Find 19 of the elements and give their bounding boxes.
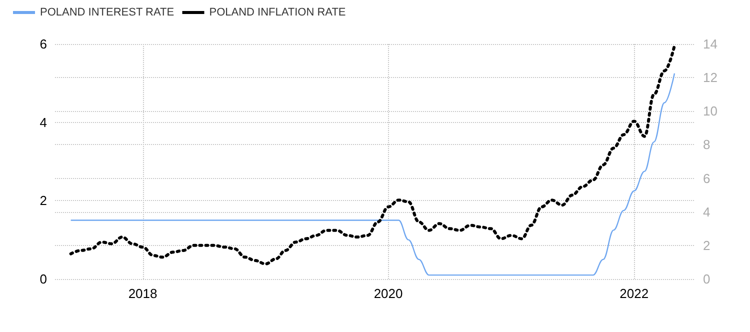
y-tick-label: 6 [40,36,47,52]
legend-label: POLAND INTEREST RATE [40,6,174,18]
y2-tick-label: 10 [703,104,718,119]
y2-tick-label: 14 [703,36,718,52]
y2-tick-label: 2 [703,238,710,253]
y-tick-label: 4 [40,114,47,130]
y2-tick-label: 8 [703,137,710,152]
x-tick-label: 2018 [128,286,158,301]
y-tick-label: 0 [40,272,47,286]
y-tick-label: 2 [40,193,47,208]
x-tick-label: 2020 [374,286,403,301]
y2-tick-label: 6 [703,170,710,186]
x-tick-label: 2022 [620,286,649,301]
line-series [69,44,676,266]
y2-tick-label: 12 [703,70,718,86]
line-series [70,72,676,276]
y2-tick-label: 0 [703,272,710,286]
legend-label: POLAND INFLATION RATE [209,6,346,18]
y2-tick-label: 4 [703,204,710,220]
